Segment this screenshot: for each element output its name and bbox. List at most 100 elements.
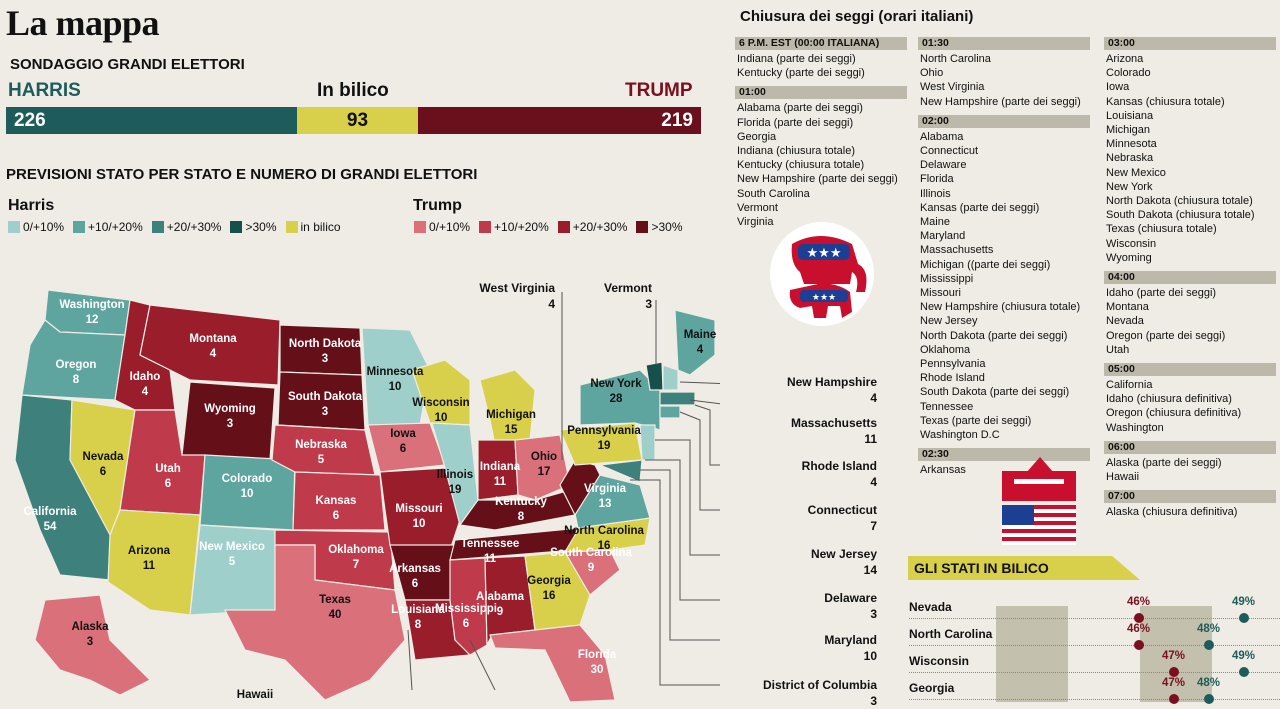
state-votes: 5	[317, 454, 325, 466]
poll-time-header: 02:30	[918, 448, 1090, 462]
map-label-maine: Maine 4	[655, 328, 745, 358]
bilico-harris-pct: 49%	[1232, 596, 1256, 608]
map-label-california: California 54	[5, 505, 95, 535]
poll-state-item: North Dakota (chiusura totale)	[1106, 195, 1253, 208]
trump-label: TRUMP	[625, 80, 693, 101]
map-label-pennsylvania: Pennsylvania 19	[559, 424, 649, 454]
state-name: North Dakota	[288, 338, 362, 350]
state-name: Hawaii	[236, 689, 274, 701]
map-label-idaho: Idaho 4	[100, 370, 190, 400]
bilico-row-line	[909, 699, 1280, 700]
state-new-hampshire	[662, 364, 679, 391]
legend-swatch	[557, 221, 570, 233]
legend-swatch	[8, 221, 20, 233]
map-label-south-carolina: South Carolina 9	[546, 546, 636, 576]
state-name: Kansas	[315, 495, 357, 507]
legend-label: >30%	[245, 220, 277, 234]
map-label-north-dakota: North Dakota 3	[280, 337, 370, 367]
state-name: Illinois	[436, 469, 474, 481]
trump-legend-item: 0/+10%	[414, 220, 470, 234]
polls-title: Chiusura dei seggi (orari italiani)	[740, 8, 974, 25]
harris-value: 226	[14, 109, 46, 131]
bilico-harris-dot	[1239, 613, 1249, 623]
legend-swatch	[73, 221, 86, 233]
state-name: Louisiana	[391, 604, 445, 616]
poll-state-item: Arizona	[1106, 53, 1144, 65]
state-connecticut	[659, 405, 681, 419]
map-label-new-york: New York 28	[571, 377, 661, 407]
state-votes: 40	[328, 609, 342, 621]
trump-legend-item: >30%	[636, 220, 683, 234]
state-west-virginia	[559, 459, 601, 517]
harris-legend-item: 0/+10%	[8, 220, 64, 234]
trump-bar: 219	[418, 107, 701, 134]
map-label-arizona: Arizona 11	[104, 544, 194, 574]
state-name: Nebraska	[295, 439, 347, 451]
state-florida	[489, 624, 616, 702]
map-label-iowa: Iowa 6	[358, 427, 448, 457]
poll-state-item: South Carolina	[737, 187, 810, 200]
bilico-trump-pct: 46%	[1127, 623, 1151, 635]
poll-time-header: 01:00	[735, 86, 907, 100]
poll-state-item: South Dakota (chiusura totale)	[1106, 209, 1255, 222]
map-label-wyoming: Wyoming 3	[185, 402, 275, 432]
state-name: Idaho	[129, 371, 161, 383]
poll-state-item: Texas (parte dei seggi)	[920, 414, 1032, 427]
state-votes: 4	[696, 344, 704, 356]
callout-district-of-columbia: District of Columbia 3	[763, 677, 877, 709]
state-name: South Dakota	[287, 391, 363, 403]
poll-time-header: 05:00	[1104, 363, 1276, 377]
poll-state-item: New Jersey	[920, 315, 978, 328]
poll-state-item: Oregon (parte dei seggi)	[1106, 329, 1226, 342]
state-kansas	[292, 471, 386, 531]
poll-state-item: Iowa	[1106, 81, 1130, 94]
svg-text:★★★: ★★★	[807, 246, 842, 261]
poll-time-header: 04:00	[1104, 271, 1276, 285]
poll-group: 06:00 Alaska (parte dei seggi) Hawaii	[1104, 440, 1276, 484]
harris-legend-item: +10/+20%	[73, 220, 143, 234]
state-votes: 4	[209, 348, 217, 360]
legend-label: >30%	[651, 220, 683, 234]
callout-name: Maryland	[824, 633, 877, 647]
state-votes: 54	[43, 521, 57, 533]
callout-name: New Jersey	[810, 547, 877, 561]
poll-state-item: Kansas (chiusura totale)	[1106, 95, 1225, 108]
trump-legend-item: +10/+20%	[479, 220, 549, 234]
bilico-band-left	[996, 606, 1068, 702]
map-label-new-mexico: New Mexico 5	[187, 540, 277, 570]
poll-state-item: Pennsylvania	[920, 358, 986, 371]
state-name: Virginia	[584, 483, 626, 495]
bilico-trump-dot	[1169, 667, 1179, 677]
poll-state-item: Colorado	[1106, 67, 1151, 80]
poll-state-item: Texas (chiusura totale)	[1106, 223, 1217, 236]
state-votes: 4	[141, 386, 149, 398]
state-montana	[139, 304, 281, 386]
callout-votes: 4	[548, 297, 555, 311]
legend-harris: 0/+10% +10/+20% +20/+30% >30% in bilico	[8, 220, 350, 234]
bilico-harris-pct: 49%	[1232, 650, 1256, 662]
legend-trump: 0/+10% +10/+20% +20/+30% >30%	[414, 220, 692, 234]
poll-state-item: Montana	[1106, 301, 1149, 314]
poll-state-item: Alabama (parte dei seggi)	[737, 102, 863, 115]
legend-label: +10/+20%	[88, 220, 143, 234]
poll-state-item: Nevada	[1106, 315, 1144, 328]
bilico-row-line	[909, 645, 1280, 646]
bilico-trump-dot	[1134, 613, 1144, 623]
bilico-trump-dot	[1134, 640, 1144, 650]
poll-time-header: 6 P.M. EST (00:00 ITALIANA)	[735, 37, 907, 50]
poll-group: 01:30 North Carolina Ohio West Virginia New …	[918, 37, 1090, 109]
callout-votes: 4	[870, 391, 877, 405]
bilico-trump-pct: 47%	[1162, 677, 1186, 689]
poll-time-header: 01:30	[918, 37, 1090, 50]
state-votes: 11	[483, 553, 497, 565]
legend-swatch	[479, 221, 492, 233]
poll-state-item: New York	[1106, 180, 1153, 193]
bilico-state-name: Nevada	[909, 600, 952, 614]
poll-state-item: New Hampshire (parte dei seggi)	[737, 173, 898, 186]
callout-votes: 7	[870, 519, 877, 533]
callout-new-jersey: New Jersey 14	[811, 546, 877, 578]
poll-state-item: Georgia	[737, 130, 777, 143]
callout-massachusetts: Massachusetts 11	[791, 415, 877, 447]
poll-state-item: Kentucky (chiusura totale)	[737, 159, 865, 172]
map-label-wisconsin: Wisconsin 10	[396, 396, 486, 426]
